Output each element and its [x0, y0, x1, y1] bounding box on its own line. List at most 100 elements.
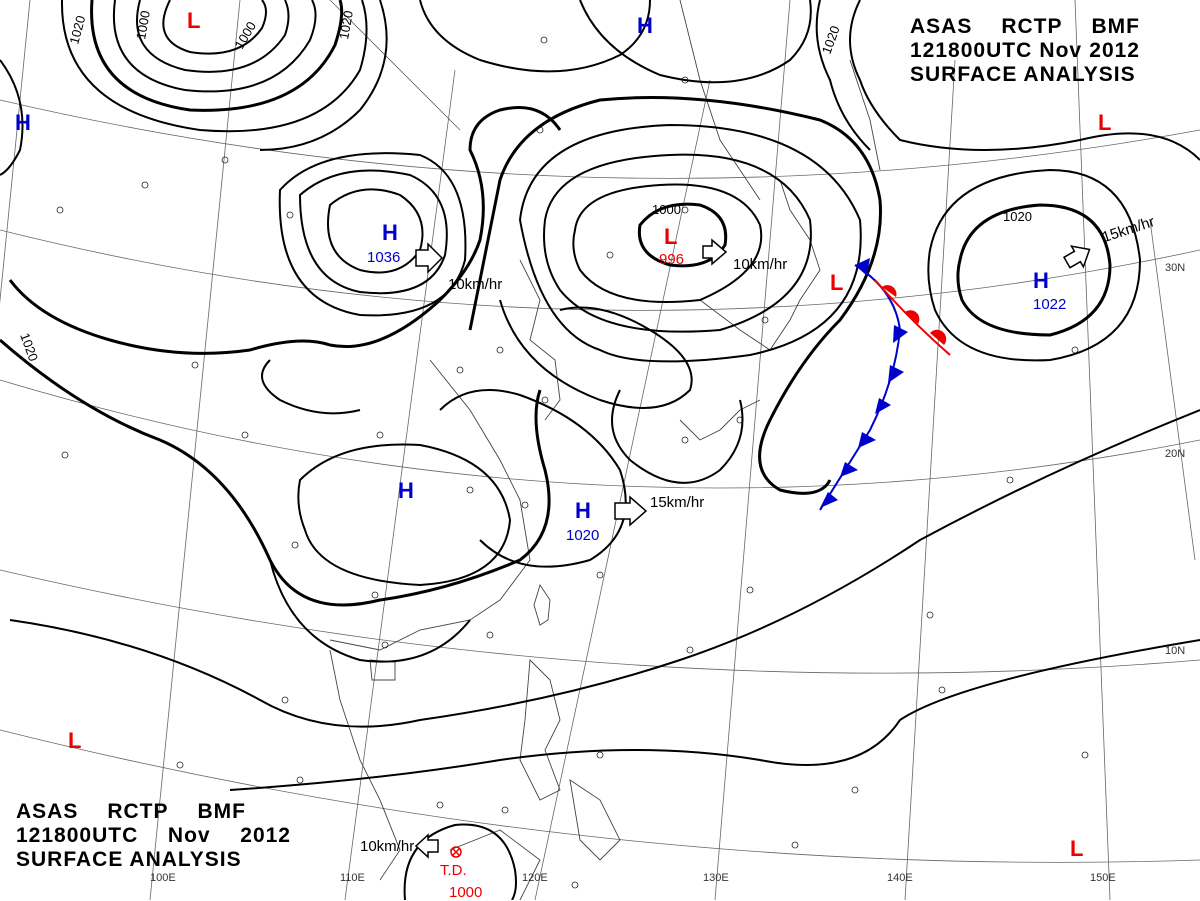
- parallel-line: [0, 99, 1200, 179]
- arrow-td: [414, 833, 439, 859]
- title-block-top-right: ASAS RCTP BMF 121800UTC Nov 2012 SURFACE…: [910, 15, 1140, 87]
- cold-front-triangle: [820, 492, 838, 508]
- meridian-line: [534, 79, 711, 900]
- cold-front-triangle: [875, 398, 891, 414]
- low-pressure-marker: L: [1070, 836, 1084, 861]
- high-pressure-value: 1020: [566, 527, 600, 544]
- station-marks: [56, 36, 1089, 889]
- isobar: [0, 338, 551, 607]
- meridian-line: [904, 59, 956, 900]
- meridian-line: [329, 0, 461, 131]
- td-symbol: [450, 846, 462, 858]
- isobar: [261, 359, 361, 415]
- high-pressure-marker: H: [637, 13, 653, 38]
- title-month: Nov: [1039, 39, 1083, 62]
- isobar: [611, 389, 744, 484]
- isobar: [162, 0, 267, 55]
- isobar: [637, 202, 728, 268]
- arrow-1036: [415, 242, 444, 274]
- title-agency: ASAS: [910, 15, 973, 38]
- tropical-depression-label: T.D.: [440, 862, 467, 879]
- longitude-label: 110E: [340, 872, 365, 884]
- coastline-borneo: [449, 829, 541, 900]
- cold-front-triangle: [858, 432, 876, 448]
- latitude-label: 30N: [1165, 262, 1186, 274]
- isobar: [278, 152, 467, 317]
- isobar-label: 1020: [1003, 209, 1032, 224]
- cold-front: [819, 264, 902, 511]
- movement-speed-label: 10km/hr: [733, 256, 788, 273]
- title-year: 2012: [1089, 39, 1140, 62]
- cold-front-triangle: [840, 462, 858, 477]
- low-pressure-value: 996: [659, 251, 685, 268]
- title-line-3: SURFACE ANALYSIS: [910, 63, 1140, 87]
- title-block-bottom-left: ASAS RCTP BMF 121800UTC Nov 2012 SURFACE…: [16, 800, 291, 872]
- isobar-label: 1000: [133, 9, 153, 40]
- longitude-label: 140E: [887, 872, 913, 884]
- isobar: [927, 168, 1142, 362]
- meridian-line: [1074, 0, 1111, 900]
- low-pressure-marker: L: [664, 224, 678, 249]
- fronts: [819, 258, 951, 511]
- warm-front-bump: [882, 285, 897, 297]
- movement-speed-label: 10km/hr: [360, 838, 415, 855]
- title-time: 121800UTC: [910, 39, 1033, 62]
- isobar: [298, 169, 448, 295]
- isobar-label: 1020: [66, 14, 88, 46]
- isobar: [269, 559, 471, 663]
- warm-front: [874, 279, 951, 356]
- longitude-label: 150E: [1090, 872, 1116, 884]
- title-line-1: ASAS RCTP BMF: [16, 800, 246, 824]
- arrow-1020: [614, 495, 648, 527]
- title-line-1: ASAS RCTP BMF: [910, 15, 1140, 39]
- arrow-1022: [1062, 245, 1091, 269]
- title-office: BMF: [1091, 15, 1140, 38]
- high-pressure-value: 1022: [1033, 296, 1067, 313]
- parallel-line: [0, 569, 1200, 674]
- title-analysis: SURFACE ANALYSIS: [16, 848, 242, 871]
- coastline-taiwan: [533, 583, 551, 626]
- isobar: [419, 0, 651, 73]
- isobar: [439, 389, 627, 568]
- tropical-depression-value: 1000: [449, 884, 483, 901]
- isobar-label: 1020: [819, 24, 843, 56]
- warm-front-bump: [905, 310, 920, 324]
- coastline-hainan: [369, 659, 396, 681]
- title-year: 2012: [240, 824, 291, 847]
- high-pressure-marker: H: [382, 220, 398, 245]
- isobar: [8, 106, 562, 355]
- high-pressure-marker: H: [1033, 268, 1049, 293]
- longitude-label: 130E: [703, 872, 729, 884]
- title-time: 121800UTC: [16, 824, 139, 847]
- title-line-2: 121800UTC Nov 2012: [16, 824, 291, 848]
- cold-front-triangle: [855, 258, 870, 276]
- title-line-2: 121800UTC Nov 2012: [910, 39, 1140, 63]
- high-pressure-value: 1036: [367, 249, 401, 266]
- title-agency: ASAS: [16, 800, 79, 823]
- title-station: RCTP: [1001, 15, 1063, 38]
- isobar: [572, 183, 763, 303]
- high-pressure-marker: H: [15, 110, 31, 135]
- isobar: [90, 0, 344, 112]
- coastline-kamchatka: [849, 59, 881, 171]
- isobar: [136, 0, 290, 73]
- title-analysis: SURFACE ANALYSIS: [910, 63, 1136, 86]
- meridian-line: [149, 0, 241, 900]
- longitude-label: 100E: [150, 872, 176, 884]
- title-line-3: SURFACE ANALYSIS: [16, 848, 246, 872]
- parallel-line: [0, 379, 1200, 489]
- coastline-korea: [519, 259, 561, 421]
- arrow-996: [702, 238, 728, 266]
- isobar: [259, 0, 388, 151]
- meridian-line: [344, 69, 456, 900]
- coastline-japan: [699, 179, 821, 351]
- isobar: [229, 639, 1200, 791]
- coastline-philippines-south: [569, 779, 621, 861]
- cold-front-triangle: [888, 365, 904, 383]
- meridian-line: [714, 0, 791, 900]
- isobar: [60, 0, 368, 133]
- parallel-line: [0, 729, 1200, 863]
- low-pressure-marker: L: [1098, 110, 1112, 135]
- isobar-label: 1020: [336, 9, 356, 40]
